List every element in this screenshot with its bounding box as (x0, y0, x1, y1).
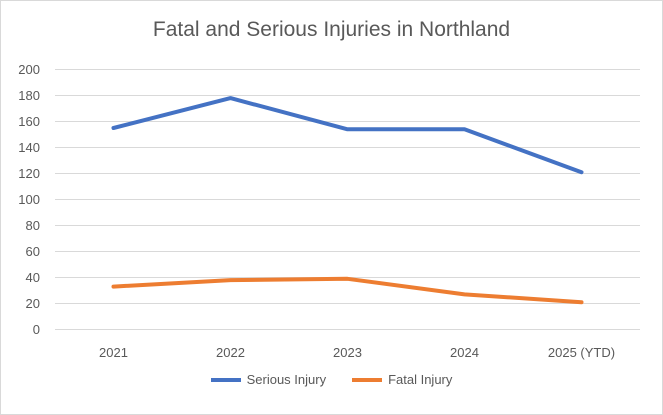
y-tick-label: 120 (18, 166, 40, 181)
x-tick-label: 2025 (YTD) (548, 345, 615, 360)
x-tick-label: 2024 (450, 345, 479, 360)
series-line-serious-injury (111, 96, 584, 175)
legend: Serious Injury Fatal Injury (0, 372, 663, 387)
x-tick-label: 2023 (333, 345, 362, 360)
legend-swatch (352, 377, 383, 382)
y-tick-label: 80 (26, 218, 40, 233)
x-tick-label: 2021 (99, 345, 128, 360)
legend-label: Serious Injury (246, 372, 327, 387)
legend-item: Serious Injury (210, 372, 327, 387)
y-tick-label: 140 (18, 140, 40, 155)
y-tick-label: 100 (18, 192, 40, 207)
legend-item: Fatal Injury (352, 372, 452, 387)
y-tick-label: 200 (18, 62, 40, 77)
y-tick-label: 160 (18, 114, 40, 129)
y-tick-label: 0 (33, 322, 40, 337)
series-line-fatal-injury (111, 276, 584, 305)
x-tick-label: 2022 (216, 345, 245, 360)
chart-title: Fatal and Serious Injuries in Northland (152, 18, 511, 41)
legend-swatch (210, 377, 241, 382)
y-tick-label: 180 (18, 88, 40, 103)
y-tick-label: 60 (26, 244, 40, 259)
legend-label: Fatal Injury (388, 372, 453, 387)
y-tick-label: 40 (26, 270, 40, 285)
y-tick-label: 20 (26, 296, 40, 311)
